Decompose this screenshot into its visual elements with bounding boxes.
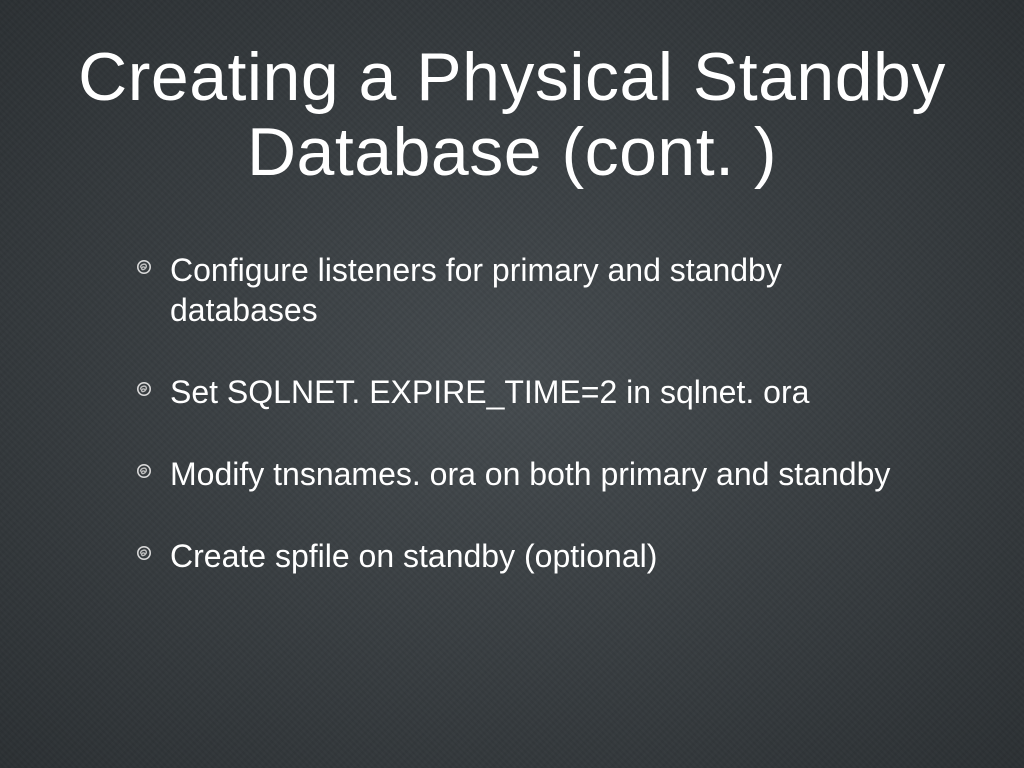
bullet-icon xyxy=(136,259,152,275)
list-item: Create spfile on standby (optional) xyxy=(170,536,924,576)
slide: Creating a Physical Standby Database (co… xyxy=(0,0,1024,768)
bullet-icon xyxy=(136,545,152,561)
slide-title: Creating a Physical Standby Database (co… xyxy=(60,40,964,190)
bullet-list: Configure listeners for primary and stan… xyxy=(60,250,964,618)
list-item: Modify tnsnames. ora on both primary and… xyxy=(170,454,924,494)
bullet-icon xyxy=(136,463,152,479)
bullet-text: Configure listeners for primary and stan… xyxy=(170,252,782,328)
bullet-text: Create spfile on standby (optional) xyxy=(170,538,657,574)
list-item: Set SQLNET. EXPIRE_TIME=2 in sqlnet. ora xyxy=(170,372,924,412)
bullet-text: Set SQLNET. EXPIRE_TIME=2 in sqlnet. ora xyxy=(170,374,809,410)
list-item: Configure listeners for primary and stan… xyxy=(170,250,924,330)
bullet-icon xyxy=(136,381,152,397)
bullet-text: Modify tnsnames. ora on both primary and… xyxy=(170,456,890,492)
